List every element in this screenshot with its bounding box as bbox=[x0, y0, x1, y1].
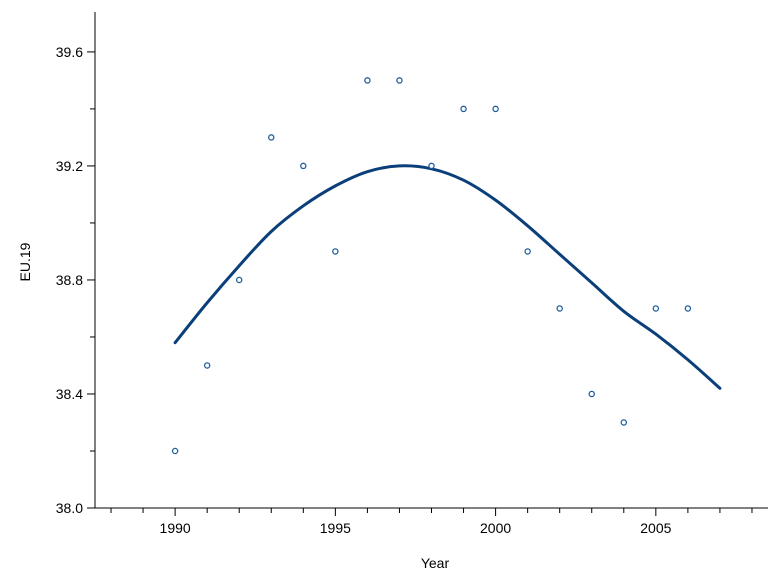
x-ticks: 1990 1995 2000 2005 bbox=[110, 508, 753, 536]
y-ticks: 38.0 38.4 38.8 39.2 39.6 bbox=[56, 44, 95, 516]
data-point bbox=[171, 447, 179, 455]
y-tick-label: 38.8 bbox=[56, 272, 83, 288]
data-point bbox=[300, 162, 307, 170]
data-point bbox=[203, 362, 211, 369]
data-point bbox=[268, 134, 275, 141]
curve-layer bbox=[173, 164, 722, 390]
data-point bbox=[524, 248, 531, 255]
smooth-curve-line bbox=[173, 164, 722, 390]
data-point bbox=[396, 77, 403, 84]
data-point bbox=[652, 305, 660, 312]
x-tick-label: 2005 bbox=[640, 520, 671, 536]
y-tick-label: 38.0 bbox=[56, 500, 83, 516]
y-tick-label: 39.2 bbox=[56, 158, 83, 174]
y-tick-label: 39.6 bbox=[56, 44, 83, 60]
data-point bbox=[364, 77, 371, 84]
data-point bbox=[684, 305, 692, 312]
points-layer bbox=[171, 77, 692, 455]
data-point bbox=[620, 419, 628, 426]
data-point bbox=[332, 248, 339, 255]
data-point bbox=[460, 105, 467, 113]
x-tick-label: 2000 bbox=[480, 520, 511, 536]
x-tick-label: 1990 bbox=[160, 520, 191, 536]
data-point bbox=[235, 276, 243, 284]
axes bbox=[94, 12, 768, 509]
y-tick-label: 38.4 bbox=[56, 386, 83, 402]
data-point bbox=[588, 390, 595, 398]
x-axis-label: Year bbox=[421, 555, 450, 571]
data-point bbox=[556, 305, 563, 312]
data-point bbox=[428, 162, 435, 170]
y-axis-label: EU.19 bbox=[17, 242, 33, 281]
data-point bbox=[492, 105, 499, 113]
x-tick-label: 1995 bbox=[320, 520, 351, 536]
